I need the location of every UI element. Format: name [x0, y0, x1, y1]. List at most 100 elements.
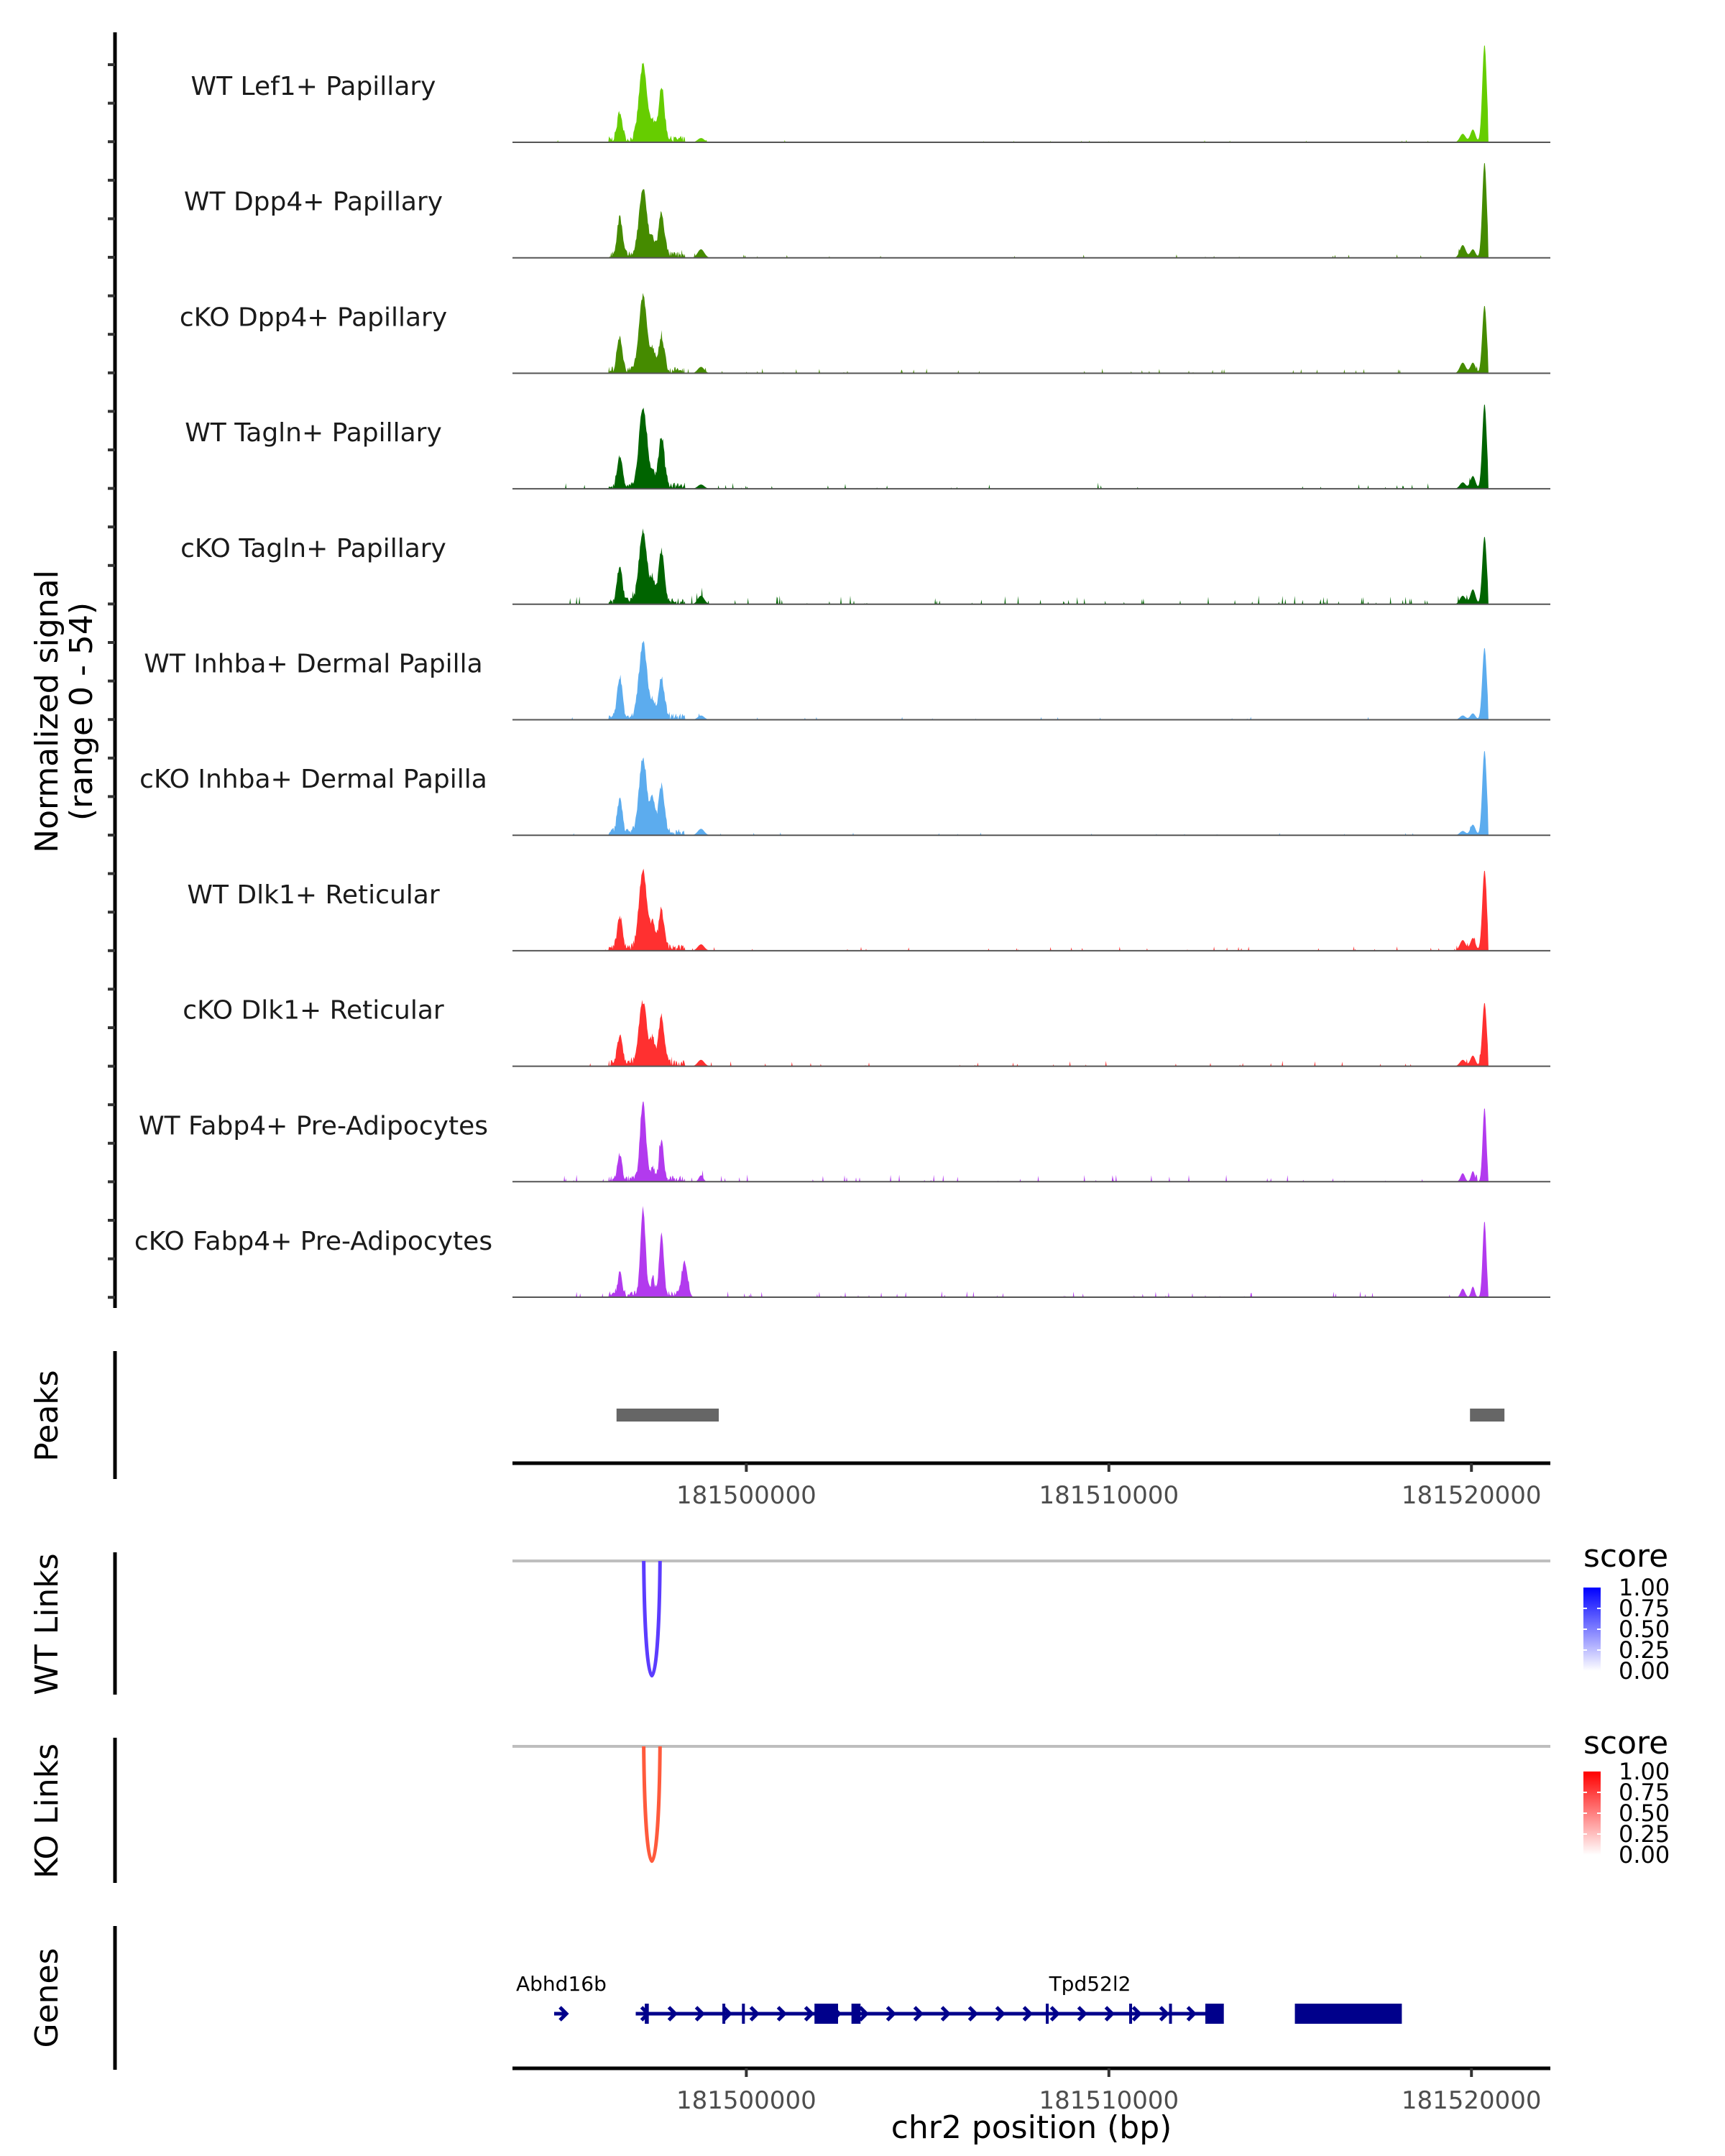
genes-track: Abhd16b Tpd52l2: [516, 1972, 1402, 2024]
coverage-track: cKO Fabp4+ Pre-Adipocytes: [134, 1206, 1550, 1298]
peak-region: [1470, 1409, 1505, 1422]
strand-arrow-icon: [940, 2006, 952, 2022]
strand-arrow-icon: [804, 2006, 815, 2022]
strand-arrow-icon: [776, 2006, 788, 2022]
x-axis-title: chr2 position (bp): [891, 2109, 1172, 2146]
strand-arrow-icon: [1186, 2006, 1197, 2022]
wt-legend-title: score: [1583, 1538, 1668, 1575]
coverage-track-label: WT Inhba+ Dermal Papilla: [144, 650, 482, 679]
gene-exon: [814, 2004, 838, 2024]
coverage-track-label: cKO Dlk1+ Reticular: [183, 996, 444, 1026]
coverage-area: [512, 1206, 1535, 1297]
coverage-track: WT Dlk1+ Reticular: [187, 868, 1550, 952]
strand-arrow-icon: [858, 2006, 870, 2022]
strand-arrow-icon: [1049, 2006, 1061, 2022]
legend-tick-label: 0.00: [1619, 1841, 1670, 1869]
gene-model: Tpd52l2: [635, 1972, 1402, 2024]
strand-arrow-icon: [886, 2006, 897, 2022]
legend-tick-label: 0.00: [1619, 1657, 1670, 1685]
gene-exon: [1294, 2004, 1402, 2024]
ko-links-track-label: KO Links: [29, 1743, 65, 1879]
y-axis-title-line2: (range 0 - 54): [63, 602, 100, 821]
ko-legend-title: score: [1583, 1725, 1668, 1761]
gene-exon: [1046, 2004, 1049, 2024]
legend-tick-label: 1.00: [1619, 1758, 1670, 1785]
coverage-area: [512, 640, 1535, 720]
strand-arrow-icon: [967, 2006, 979, 2022]
x-tick-label: 181510000: [1039, 2086, 1179, 2115]
coverage-track-label: WT Tagln+ Papillary: [185, 418, 442, 448]
coverage-track-label: WT Dlk1+ Reticular: [187, 880, 439, 910]
x-tick-label: 181520000: [1402, 2086, 1542, 2115]
link-arc: [642, 1560, 662, 1678]
link-arc: [642, 1746, 662, 1864]
x-tick-label: 181520000: [1402, 1481, 1542, 1510]
coverage-track: WT Tagln+ Papillary: [185, 405, 1550, 490]
peaks-track-label: Peaks: [29, 1370, 65, 1461]
coverage-area: [512, 1000, 1535, 1067]
coverage-area: [512, 868, 1535, 951]
coverage-track-label: cKO Inhba+ Dermal Papilla: [139, 765, 487, 794]
x-tick-label: 181500000: [676, 1481, 816, 1510]
genes-x-axis: 181500000 181510000 181520000: [676, 2068, 1542, 2115]
strand-arrow-icon: [995, 2006, 1006, 2022]
genes-track-label: Genes: [29, 1948, 65, 2047]
legend-tick-label: 0.75: [1619, 1595, 1670, 1622]
coverage-track: cKO Inhba+ Dermal Papilla: [139, 751, 1550, 837]
strand-arrow-icon: [694, 2006, 706, 2022]
strand-arrow-icon: [913, 2006, 924, 2022]
strand-arrow-icon: [1104, 2006, 1116, 2022]
x-tick-label: 181510000: [1039, 1481, 1179, 1510]
coverage-track-label: WT Lef1+ Papillary: [191, 72, 436, 101]
wt-links-legend: score 1.000.750.500.250.00: [1583, 1538, 1670, 1685]
gene-exon: [645, 2004, 649, 2024]
ko-links-legend: score 1.000.750.500.250.00: [1583, 1725, 1670, 1869]
peaks-track: [616, 1409, 1505, 1422]
coverage-track-label: cKO Tagln+ Papillary: [180, 534, 446, 563]
coverage-track-label: WT Dpp4+ Papillary: [184, 188, 443, 217]
coverage-track: cKO Dpp4+ Papillary: [180, 292, 1550, 374]
gene-model: Abhd16b: [516, 1972, 607, 2022]
y-axis-title-line1: Normalized signal: [29, 570, 65, 853]
coverage-area: [512, 1101, 1535, 1182]
strand-arrow-icon: [749, 2006, 760, 2022]
gene-exon: [742, 2004, 745, 2024]
gene-name-label: Tpd52l2: [1049, 1972, 1131, 1996]
x-tick-label: 181500000: [676, 2086, 816, 2115]
gene-exon: [851, 2004, 861, 2024]
coverage-track: WT Lef1+ Papillary: [191, 45, 1550, 143]
strand-arrow-icon: [1159, 2006, 1170, 2022]
coverage-track: WT Inhba+ Dermal Papilla: [144, 640, 1550, 721]
legend-tick-label: 0.50: [1619, 1800, 1670, 1827]
legend-tick-label: 0.25: [1619, 1636, 1670, 1664]
strand-arrow-icon: [1131, 2006, 1143, 2022]
strand-arrow-icon: [1022, 2006, 1034, 2022]
legend-tick-label: 0.75: [1619, 1779, 1670, 1806]
coverage-area: [512, 405, 1535, 489]
wt-links-track-label: WT Links: [29, 1553, 65, 1695]
strand-arrow-icon: [558, 2006, 569, 2022]
gene-exon: [1205, 2004, 1224, 2024]
coverage-area: [512, 528, 1535, 604]
gene-exon: [1129, 2004, 1133, 2024]
gene-name-label: Abhd16b: [516, 1972, 607, 1996]
strand-arrow-icon: [722, 2006, 733, 2022]
coverage-y-axis-ticks: [108, 63, 115, 1299]
coverage-track-label: WT Fabp4+ Pre-Adipocytes: [139, 1111, 488, 1141]
legend-tick-label: 1.00: [1619, 1574, 1670, 1601]
legend-tick-label: 0.50: [1619, 1616, 1670, 1643]
coverage-area: [512, 751, 1535, 836]
coverage-track: cKO Tagln+ Papillary: [180, 528, 1550, 605]
coverage-track-label: cKO Fabp4+ Pre-Adipocytes: [134, 1227, 492, 1256]
peak-region: [616, 1409, 719, 1422]
links-tracks: [512, 1560, 1550, 1864]
strand-arrow-icon: [1077, 2006, 1088, 2022]
coverage-area: [512, 162, 1535, 258]
peaks-x-axis: 181500000 181510000 181520000: [676, 1463, 1542, 1510]
coverage-track: WT Dpp4+ Papillary: [184, 162, 1550, 259]
coverage-track: cKO Dlk1+ Reticular: [183, 996, 1550, 1067]
strand-arrow-icon: [667, 2006, 678, 2022]
coverage-area: [512, 292, 1535, 374]
coverage-area: [512, 45, 1535, 142]
